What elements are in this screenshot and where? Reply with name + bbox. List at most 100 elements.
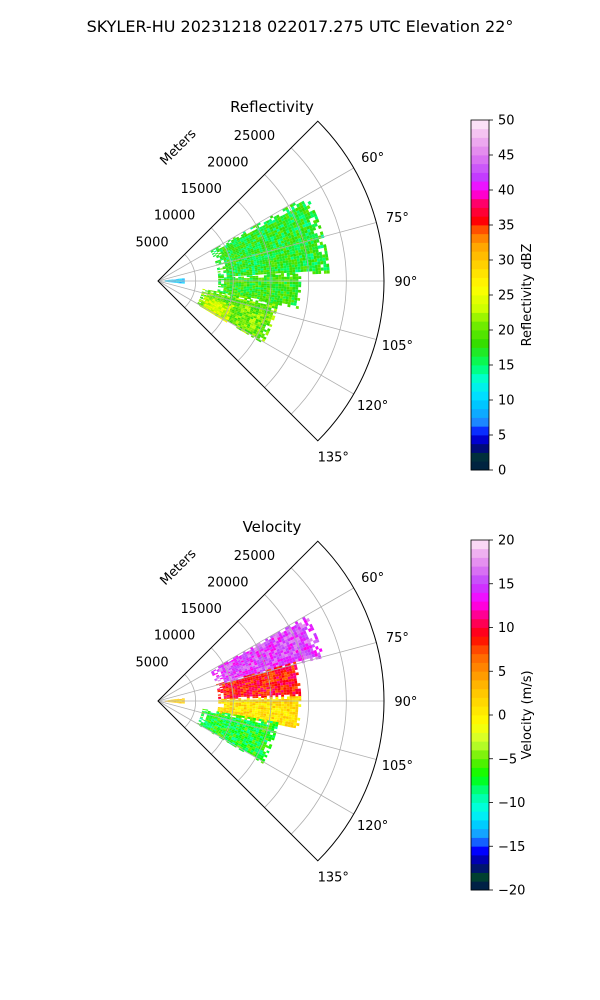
echo-cell	[260, 291, 264, 294]
echo-cell	[246, 703, 250, 705]
echo-cell	[262, 644, 266, 649]
echo-cell	[263, 329, 267, 333]
echo-cell	[259, 295, 263, 298]
echo-cell	[266, 711, 270, 715]
echo-cell	[253, 263, 258, 266]
echo-cell	[260, 721, 265, 724]
echo-cell	[176, 698, 179, 700]
echo-cell	[294, 292, 298, 296]
echo-cell	[264, 257, 268, 260]
echo-cell	[267, 328, 271, 332]
colorbar-band	[471, 408, 489, 418]
echo-cell	[249, 276, 253, 278]
echo-cell	[315, 638, 320, 643]
echo-cell	[300, 647, 305, 652]
echo-cell	[283, 291, 287, 294]
echo-cell	[278, 256, 283, 260]
echo-cell	[197, 301, 201, 305]
echo-cell	[218, 731, 222, 734]
echo-cell	[275, 242, 279, 246]
echo-cell	[294, 666, 298, 671]
echo-cell	[263, 705, 267, 708]
echo-cell	[314, 653, 318, 657]
echo-cell	[244, 296, 248, 299]
echo-cell	[236, 261, 240, 264]
echo-cell	[248, 649, 252, 653]
echo-cell	[179, 699, 182, 700]
echo-cell	[291, 648, 296, 652]
echo-cell	[245, 305, 249, 308]
echo-cell	[240, 247, 245, 251]
echo-cell	[260, 305, 264, 308]
angular-tick-label: 75°	[386, 631, 409, 646]
echo-cell	[248, 313, 252, 317]
echo-cell	[297, 657, 302, 662]
echo-cell	[304, 649, 308, 654]
echo-cell	[233, 243, 237, 247]
echo-cell	[252, 273, 256, 276]
echo-cell	[221, 294, 225, 297]
echo-cell	[259, 715, 264, 718]
echo-cell	[208, 725, 212, 728]
radial-tick-label: 10000	[154, 209, 195, 224]
echo-cell	[323, 260, 327, 265]
echo-cell	[212, 723, 216, 726]
colorbar-band	[471, 321, 489, 331]
echo-cell	[228, 660, 232, 664]
echo-cell	[274, 671, 279, 675]
echo-cell	[218, 274, 221, 277]
echo-cell	[212, 673, 216, 676]
echo-cell	[251, 321, 255, 325]
echo-cell	[234, 288, 238, 291]
echo-cell	[242, 733, 246, 737]
echo-cell	[249, 271, 253, 274]
echo-cell	[307, 648, 311, 653]
echo-cell	[252, 285, 256, 288]
colorbar-band	[471, 680, 489, 690]
echo-cell	[257, 268, 261, 271]
echo-cell	[212, 731, 216, 734]
echo-cell	[284, 212, 289, 217]
echo-cell	[252, 652, 257, 656]
echo-cell	[221, 252, 225, 255]
echo-cell	[324, 250, 328, 255]
colorbar-band	[471, 435, 489, 445]
echo-cell	[237, 689, 241, 691]
echo-cell	[284, 677, 289, 680]
colorbar-tick-label: −10	[498, 796, 525, 811]
echo-cell	[228, 688, 232, 691]
echo-cell	[234, 666, 238, 670]
echo-cell	[286, 696, 290, 699]
echo-cell	[270, 236, 274, 240]
echo-cell	[210, 721, 214, 724]
echo-cell	[219, 310, 223, 314]
echo-cell	[255, 666, 259, 670]
echo-cell	[225, 312, 229, 315]
colorbar-band	[471, 452, 489, 462]
echo-cell	[255, 650, 259, 654]
echo-cell	[252, 238, 257, 242]
echo-cell	[176, 701, 180, 703]
echo-cell	[209, 306, 213, 309]
echo-cell	[217, 665, 221, 668]
echo-cell	[243, 318, 247, 321]
echo-cell	[252, 317, 257, 321]
echo-cell	[233, 739, 237, 742]
echo-cell	[255, 701, 259, 704]
echo-cell	[223, 726, 227, 729]
echo-cell	[231, 729, 235, 732]
echo-cell	[316, 255, 320, 259]
echo-cell	[283, 630, 288, 635]
echo-cell	[220, 665, 224, 668]
echo-cell	[295, 281, 299, 285]
echo-cell	[271, 727, 275, 731]
echo-cell	[228, 687, 232, 690]
echo-cell	[272, 301, 276, 304]
echo-cell	[214, 301, 218, 304]
echo-cell	[263, 254, 268, 258]
colorbar-tick-label: 10	[498, 621, 515, 636]
echo-cell	[251, 688, 255, 691]
echo-cell	[252, 731, 256, 734]
echo-cell	[288, 262, 292, 266]
